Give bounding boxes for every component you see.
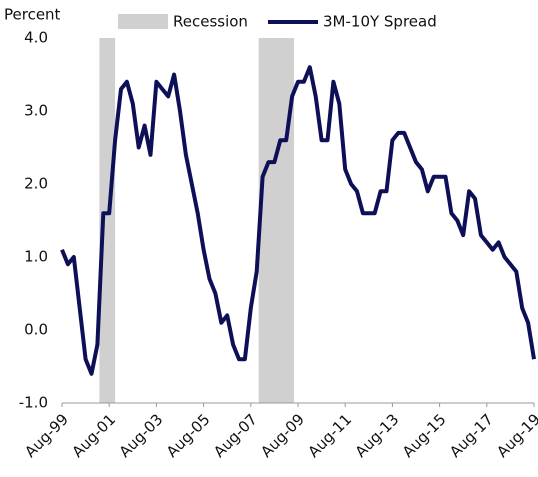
recession-band	[99, 38, 116, 403]
x-tick-label: Aug-01	[68, 410, 119, 461]
x-tick-label: Aug-13	[352, 410, 403, 461]
x-tick-label: Aug-99	[21, 410, 72, 461]
x-tick-label: Aug-03	[116, 410, 167, 461]
y-tick-label: 2.0	[24, 175, 48, 193]
x-tick-label: Aug-15	[399, 410, 450, 461]
legend-swatch	[118, 14, 168, 29]
y-tick-label: 3.0	[24, 102, 48, 120]
y-tick-label: 1.0	[24, 248, 48, 266]
y-axis-label: Percent	[4, 6, 61, 24]
x-tick-label: Aug-05	[163, 410, 214, 461]
x-tick-label: Aug-19	[493, 410, 538, 461]
x-tick-label: Aug-17	[446, 410, 497, 461]
x-tick-label: Aug-07	[210, 410, 261, 461]
legend-label: Recession	[173, 13, 248, 31]
y-tick-label: -1.0	[19, 394, 48, 412]
x-tick-label: Aug-09	[257, 410, 308, 461]
x-tick-label: Aug-11	[304, 410, 355, 461]
legend-label: 3M-10Y Spread	[323, 13, 437, 31]
line-series	[60, 65, 536, 376]
y-tick-label: 0.0	[24, 321, 48, 339]
y-tick-label: 4.0	[24, 29, 48, 47]
recession-band	[258, 38, 295, 403]
